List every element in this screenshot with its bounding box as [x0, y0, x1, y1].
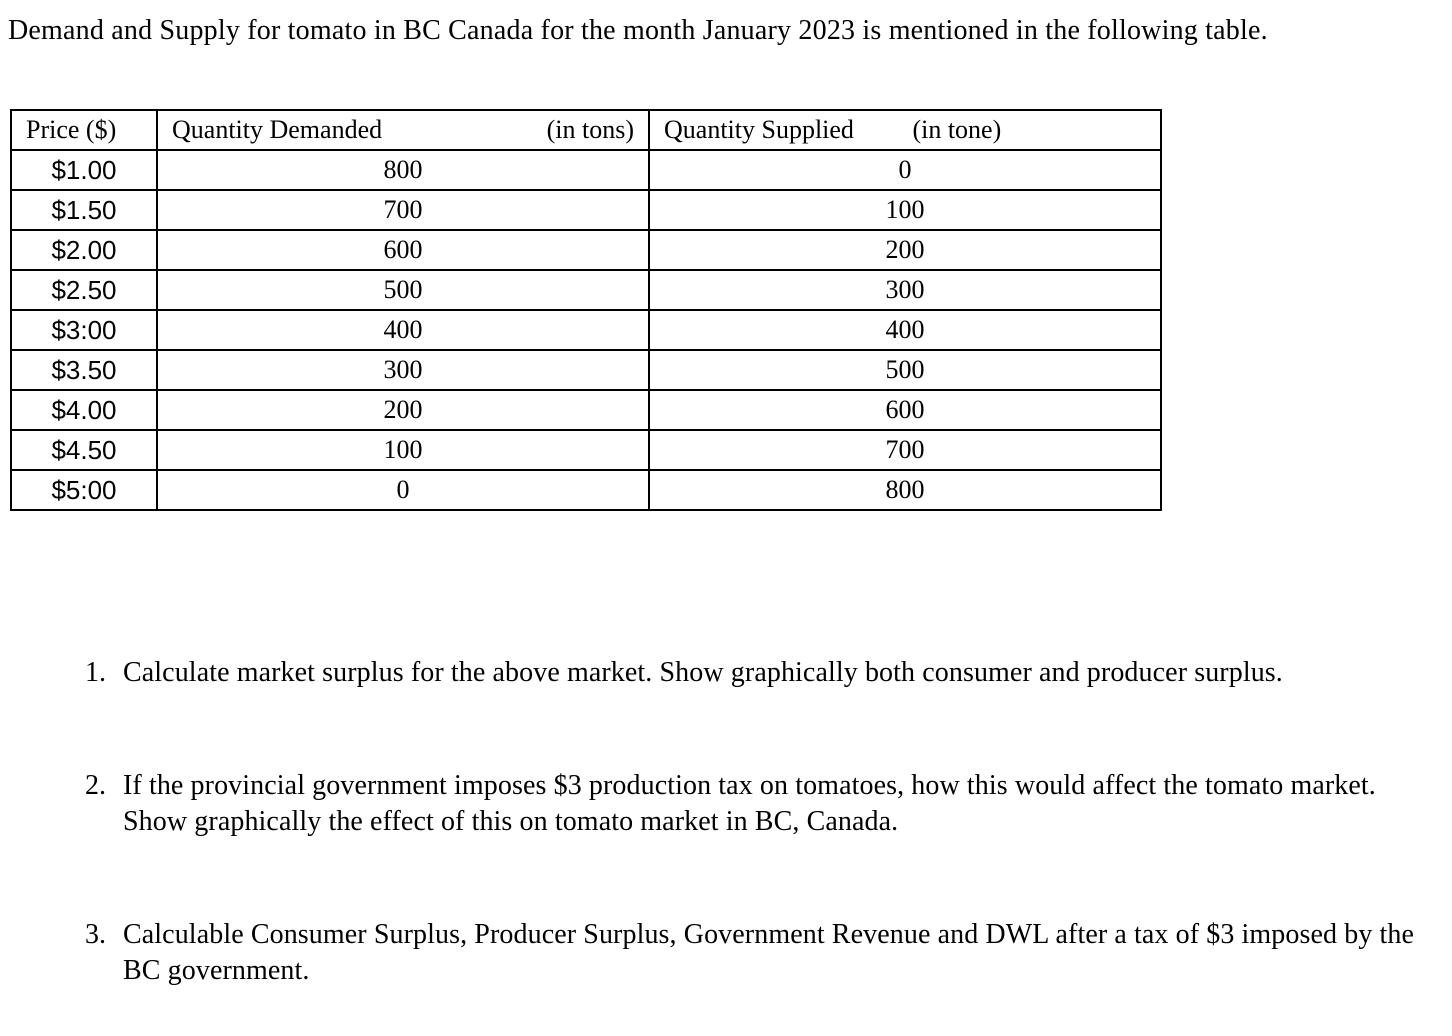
supplied-cell: 300 — [648, 269, 1162, 312]
table-row: $2.00 600 200 — [10, 229, 1162, 272]
table-row: $2.50 500 300 — [10, 269, 1162, 312]
supplied-cell: 700 — [648, 429, 1162, 472]
supplied-cell: 100 — [648, 189, 1162, 232]
demanded-cell: 100 — [156, 429, 650, 472]
header-demanded-label: Quantity Demanded — [172, 115, 383, 145]
demanded-cell: 700 — [156, 189, 650, 232]
price-cell: $4.00 — [10, 389, 158, 432]
supplied-cell: 600 — [648, 389, 1162, 432]
table-header-row: Price ($) Quantity Demanded (in tons) Qu… — [10, 109, 1162, 152]
price-cell: $2.50 — [10, 269, 158, 312]
header-supplied-unit: (in tone) — [912, 115, 1002, 145]
table-row: $4.50 100 700 — [10, 429, 1162, 472]
price-cell: $1.50 — [10, 189, 158, 232]
supplied-cell: 0 — [648, 149, 1162, 192]
table-row: $3:00 400 400 — [10, 309, 1162, 352]
table-row: $3.50 300 500 — [10, 349, 1162, 392]
demanded-cell: 400 — [156, 309, 650, 352]
question-2: 2. If the provincial government imposes … — [85, 768, 1444, 841]
header-price: Price ($) — [10, 109, 158, 152]
questions-list: 1. Calculate market surplus for the abov… — [85, 655, 1444, 989]
price-cell: $1.00 — [10, 149, 158, 192]
question-3: 3. Calculable Consumer Surplus, Producer… — [85, 917, 1444, 990]
question-number: 1. — [85, 657, 106, 689]
table-row: $5:00 0 800 — [10, 469, 1162, 512]
table-row: $1.00 800 0 — [10, 149, 1162, 192]
supplied-cell: 200 — [648, 229, 1162, 272]
demanded-cell: 500 — [156, 269, 650, 312]
question-text: Calculate market surplus for the above m… — [123, 657, 1283, 689]
demand-supply-table: Price ($) Quantity Demanded (in tons) Qu… — [10, 109, 1162, 512]
intro-paragraph: Demand and Supply for tomato in BC Canad… — [8, 15, 1268, 46]
supplied-cell: 800 — [648, 469, 1162, 512]
price-cell: $3:00 — [10, 309, 158, 352]
header-quantity-demanded: Quantity Demanded (in tons) — [156, 109, 650, 152]
demanded-cell: 600 — [156, 229, 650, 272]
table-row: $4.00 200 600 — [10, 389, 1162, 432]
price-cell: $2.00 — [10, 229, 158, 272]
price-cell: $4.50 — [10, 429, 158, 472]
question-number: 3. — [85, 918, 106, 950]
supplied-cell: 500 — [648, 349, 1162, 392]
demanded-cell: 800 — [156, 149, 650, 192]
supplied-cell: 400 — [648, 309, 1162, 352]
demanded-cell: 200 — [156, 389, 650, 432]
header-supplied-label: Quantity Supplied — [664, 115, 854, 145]
demanded-cell: 0 — [156, 469, 650, 512]
header-demanded-unit: (in tons) — [546, 115, 634, 145]
question-1: 1. Calculate market surplus for the abov… — [85, 655, 1444, 691]
question-number: 2. — [85, 769, 106, 801]
demanded-cell: 300 — [156, 349, 650, 392]
price-cell: $5:00 — [10, 469, 158, 512]
header-quantity-supplied: Quantity Supplied (in tone) — [648, 109, 1162, 152]
question-text: If the provincial government imposes $3 … — [123, 769, 1376, 838]
price-cell: $3.50 — [10, 349, 158, 392]
table-row: $1.50 700 100 — [10, 189, 1162, 232]
question-text: Calculable Consumer Surplus, Producer Su… — [123, 918, 1415, 986]
